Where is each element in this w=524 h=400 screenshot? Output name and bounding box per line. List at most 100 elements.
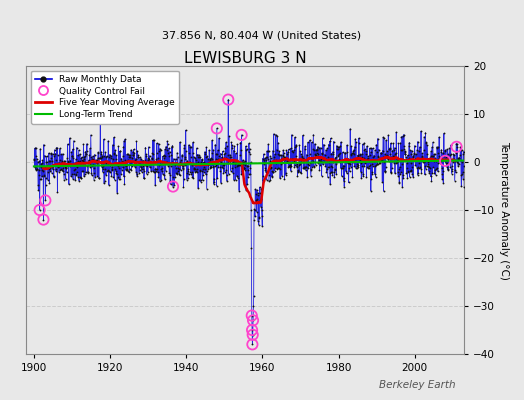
Point xyxy=(255,214,263,221)
Point xyxy=(337,158,345,164)
Point xyxy=(260,155,269,161)
Point xyxy=(318,150,326,156)
Point xyxy=(313,146,322,152)
Point xyxy=(373,161,381,168)
Point xyxy=(250,216,258,223)
Point xyxy=(143,160,151,166)
Point xyxy=(30,164,39,170)
Point xyxy=(229,160,237,167)
Point xyxy=(402,165,411,171)
Point xyxy=(369,154,378,160)
Point xyxy=(123,166,132,172)
Point xyxy=(308,156,316,162)
Point xyxy=(168,142,177,149)
Point xyxy=(209,164,217,170)
Point xyxy=(385,155,393,162)
Point xyxy=(299,132,307,139)
Point xyxy=(163,162,172,169)
Point xyxy=(454,160,462,166)
Point xyxy=(235,160,244,166)
Point xyxy=(453,159,461,165)
Point xyxy=(232,158,241,164)
Point xyxy=(87,170,95,176)
Point xyxy=(272,160,280,166)
Point xyxy=(351,136,359,142)
Point xyxy=(343,148,352,155)
Point xyxy=(394,140,402,147)
Point xyxy=(110,151,118,157)
Point xyxy=(302,164,311,170)
Point xyxy=(163,138,171,144)
Point xyxy=(396,164,404,170)
Point xyxy=(42,153,51,160)
Point xyxy=(90,152,99,158)
Point xyxy=(280,159,288,166)
Point xyxy=(151,166,159,172)
Point xyxy=(249,317,257,324)
Point xyxy=(37,176,46,182)
Point xyxy=(136,154,144,160)
Point xyxy=(258,212,266,219)
Point xyxy=(259,173,267,179)
Point xyxy=(105,158,113,165)
Point xyxy=(203,168,211,174)
Point xyxy=(314,160,323,166)
Point xyxy=(381,151,389,157)
Point xyxy=(211,163,219,169)
Point xyxy=(247,245,256,252)
Point xyxy=(267,165,276,171)
Point xyxy=(85,158,93,164)
Point xyxy=(77,174,85,181)
Point xyxy=(434,168,442,175)
Point xyxy=(379,154,387,160)
Point xyxy=(139,163,147,169)
Point xyxy=(59,168,67,175)
Point xyxy=(445,157,453,163)
Point xyxy=(366,152,374,158)
Point xyxy=(107,173,116,180)
Y-axis label: Temperature Anomaly (°C): Temperature Anomaly (°C) xyxy=(499,140,509,280)
Point xyxy=(53,188,62,195)
Point xyxy=(413,146,421,153)
Point xyxy=(441,147,450,153)
Point xyxy=(105,182,113,188)
Point xyxy=(94,175,103,182)
Point xyxy=(118,160,126,166)
Point xyxy=(303,161,312,167)
Point xyxy=(128,162,136,169)
Point xyxy=(248,332,257,338)
Point xyxy=(408,147,416,154)
Point xyxy=(163,159,171,165)
Point xyxy=(205,156,214,162)
Point xyxy=(55,169,63,175)
Point xyxy=(274,133,282,139)
Point xyxy=(334,152,342,158)
Point xyxy=(214,147,222,154)
Point xyxy=(390,147,399,153)
Point xyxy=(318,151,326,158)
Point xyxy=(171,156,180,162)
Point xyxy=(386,169,395,176)
Point xyxy=(423,142,432,148)
Point xyxy=(199,172,208,178)
Point xyxy=(422,163,431,169)
Point xyxy=(37,167,46,173)
Point xyxy=(385,158,393,164)
Point xyxy=(275,152,283,158)
Point xyxy=(222,139,230,146)
Point xyxy=(425,164,433,170)
Point xyxy=(54,164,62,170)
Point xyxy=(311,140,319,147)
Point xyxy=(88,156,96,162)
Point xyxy=(176,139,184,145)
Point xyxy=(190,166,198,173)
Point xyxy=(325,158,333,165)
Point xyxy=(103,160,112,166)
Point xyxy=(99,160,107,166)
Point xyxy=(145,153,154,159)
Point xyxy=(369,158,378,164)
Point xyxy=(364,165,372,171)
Point xyxy=(34,181,42,188)
Point xyxy=(98,152,106,159)
Point xyxy=(210,181,218,187)
